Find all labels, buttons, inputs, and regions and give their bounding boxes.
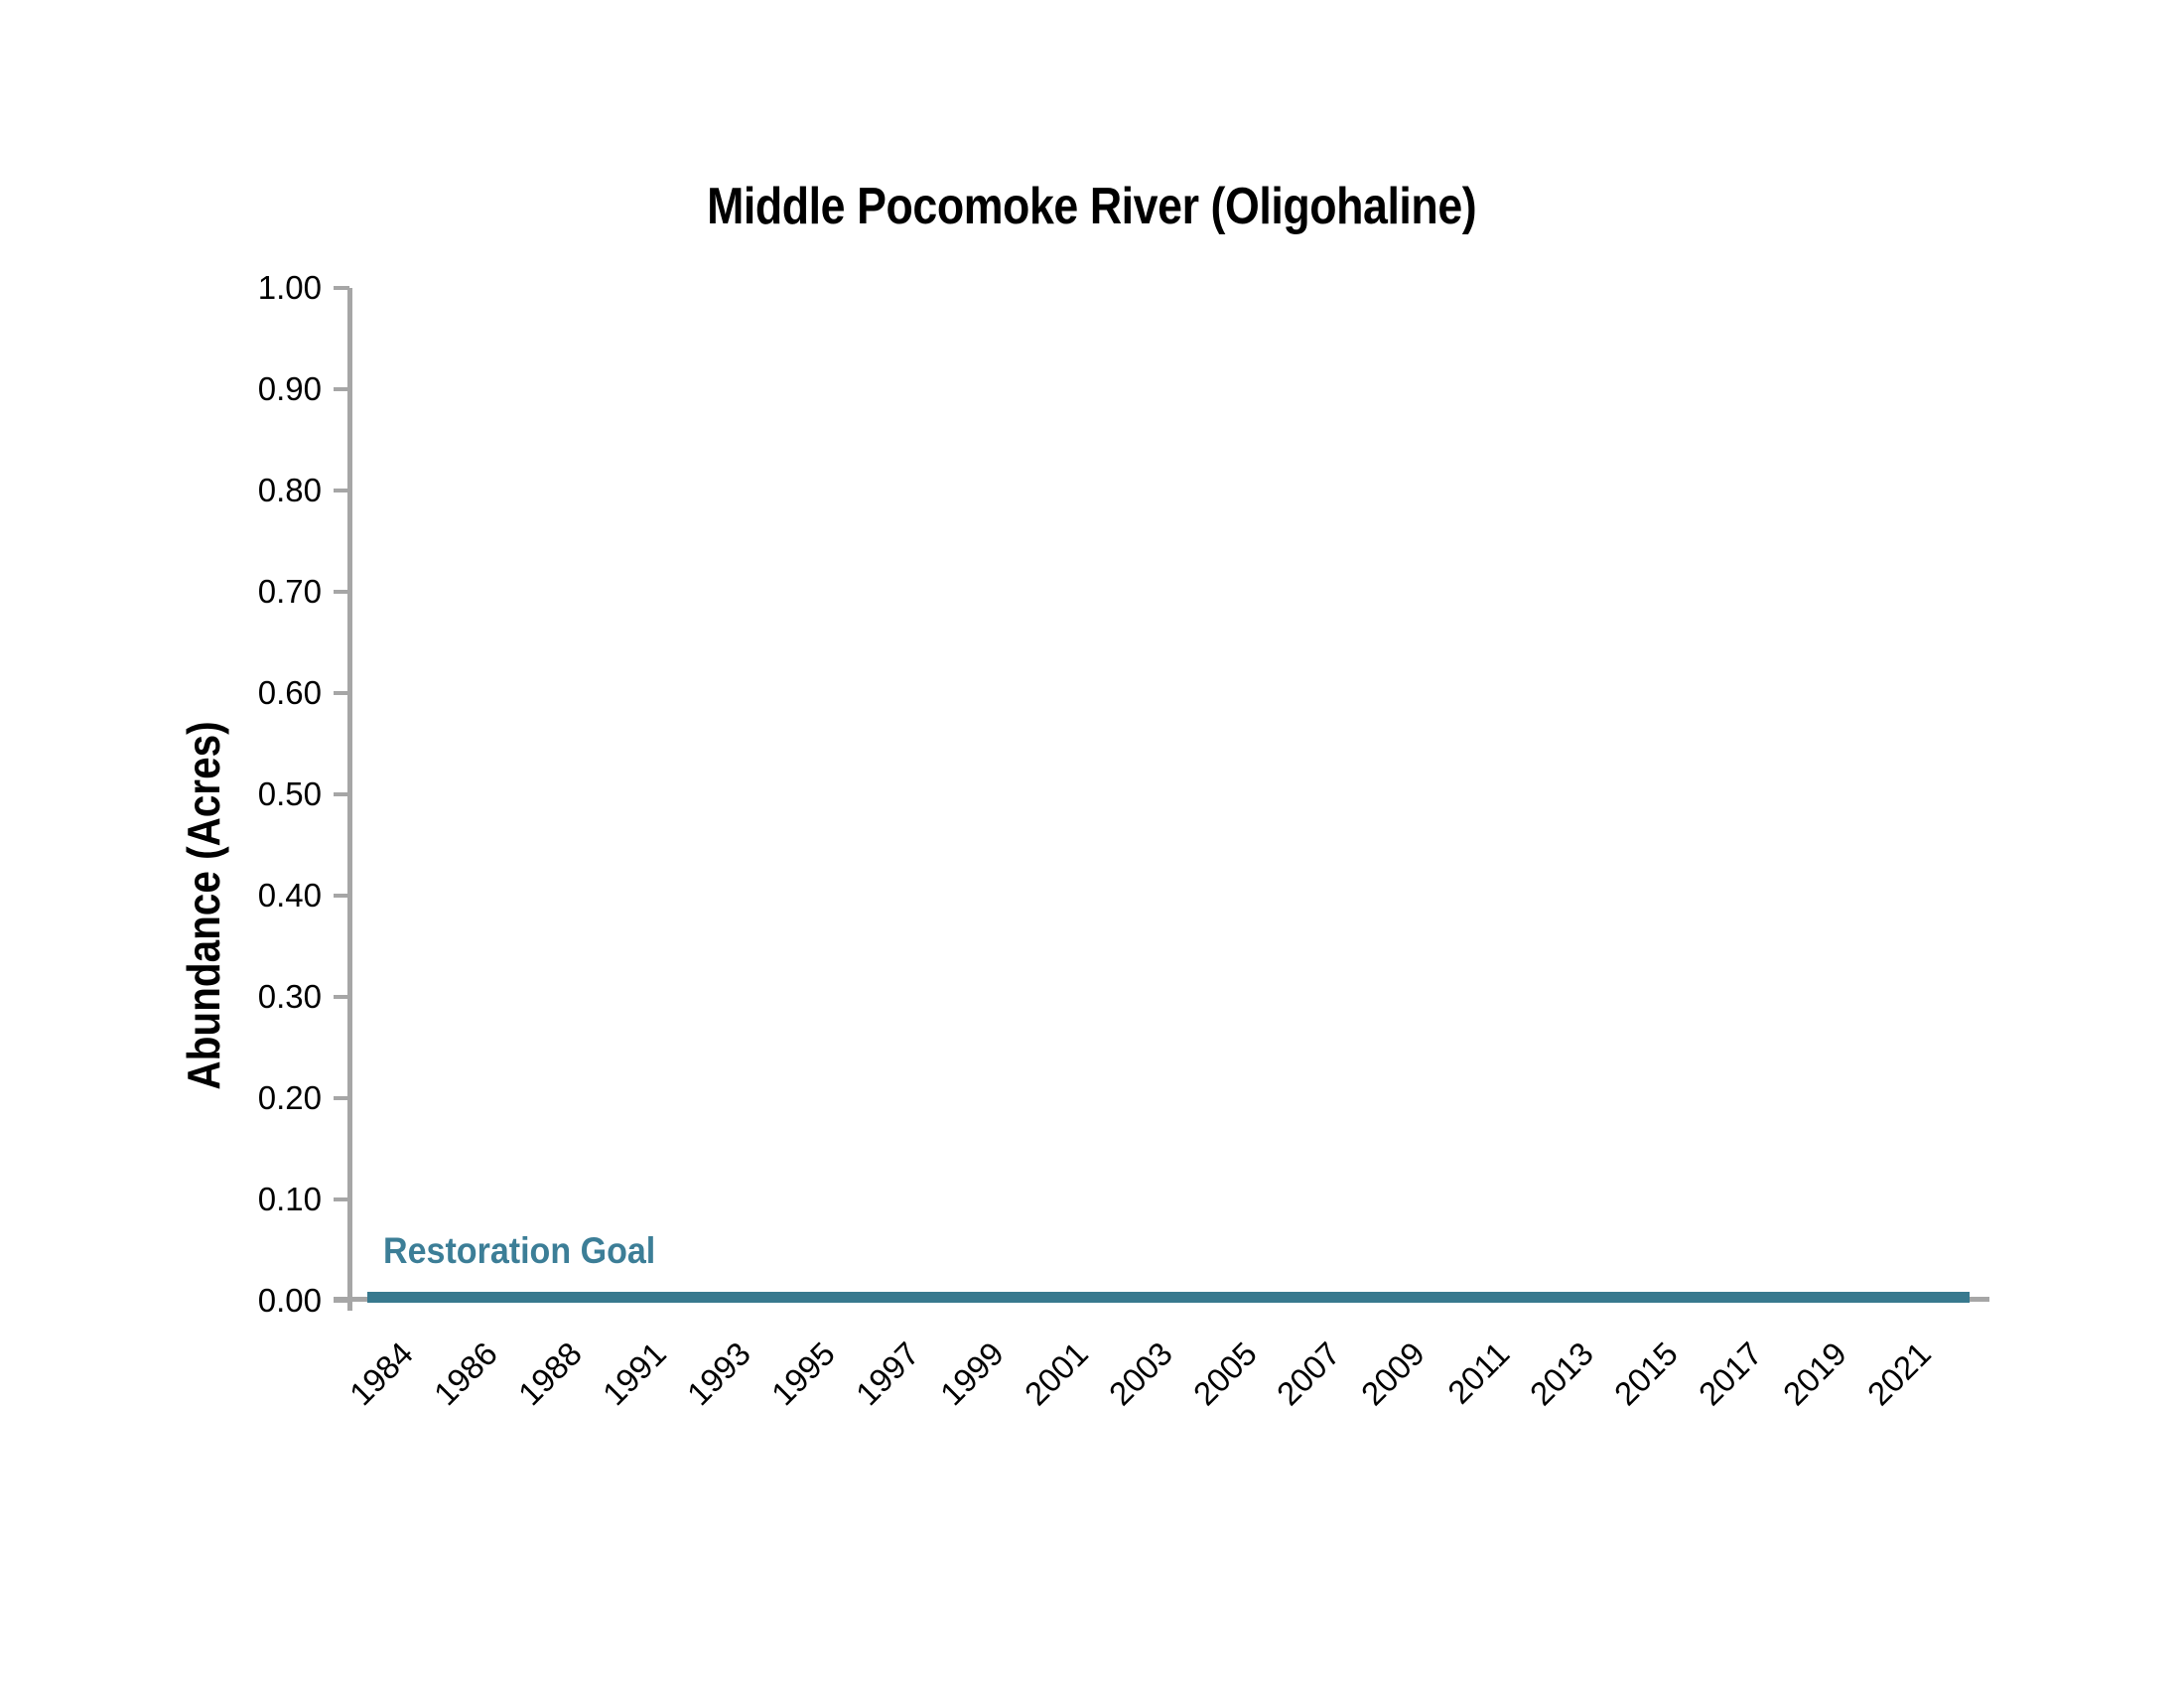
chart-title: Middle Pocomoke River (Oligohaline) [0,175,2184,239]
restoration-goal-label: Restoration Goal [383,1230,656,1271]
x-axis-label: 1999 [932,1335,1011,1413]
y-tick-mark [334,995,349,999]
restoration-goal-line [367,1292,1970,1303]
y-tick-mark [334,894,349,898]
chart-title-text: Middle Pocomoke River (Oligohaline) [707,178,1477,235]
x-axis-label: 2005 [1185,1335,1264,1413]
x-axis-label: 2017 [1692,1335,1770,1413]
y-tick-mark [334,1096,349,1100]
x-axis-label: 1986 [426,1335,504,1413]
y-tick-label: 0.20 [257,1079,322,1116]
y-tick-mark [334,590,349,594]
x-axis-label: 2019 [1775,1335,1854,1413]
y-tick-label: 0.10 [257,1181,322,1217]
y-tick-mark [334,489,349,492]
y-tick-label: 0.40 [257,877,322,914]
y-tick-mark [334,387,349,391]
y-tick-label: 0.60 [257,674,322,711]
y-tick-label: 0.30 [257,978,322,1015]
y-tick-mark [334,792,349,796]
y-tick-label: 0.50 [257,775,322,812]
x-axis-label: 2001 [1017,1335,1095,1413]
y-tick-mark [334,286,349,290]
y-tick-label: 0.70 [257,573,322,610]
x-axis-label: 1997 [848,1335,926,1413]
x-axis-label: 2013 [1523,1335,1601,1413]
x-axis-label: 2011 [1439,1335,1517,1411]
y-axis-line [347,288,352,1311]
x-axis-label: 2007 [1270,1335,1348,1413]
y-tick-label: 0.00 [257,1282,322,1319]
x-axis-label: 2015 [1607,1335,1686,1413]
y-tick-mark [334,1299,349,1303]
y-tick-mark [334,691,349,695]
y-tick-mark [334,1197,349,1201]
x-axis-label: 1984 [341,1335,420,1413]
y-tick-label: 0.80 [257,472,322,508]
x-axis-label: 2021 [1859,1335,1938,1413]
x-axis-label: 2009 [1354,1335,1433,1413]
x-axis-label: 1988 [510,1335,589,1413]
y-tick-label: 1.00 [257,269,322,306]
x-axis-label: 2003 [1101,1335,1179,1413]
x-axis-label: 1991 [595,1335,673,1413]
x-axis-label: 1993 [679,1335,757,1413]
y-tick-label: 0.90 [257,370,322,407]
x-axis-label: 1995 [763,1335,842,1413]
